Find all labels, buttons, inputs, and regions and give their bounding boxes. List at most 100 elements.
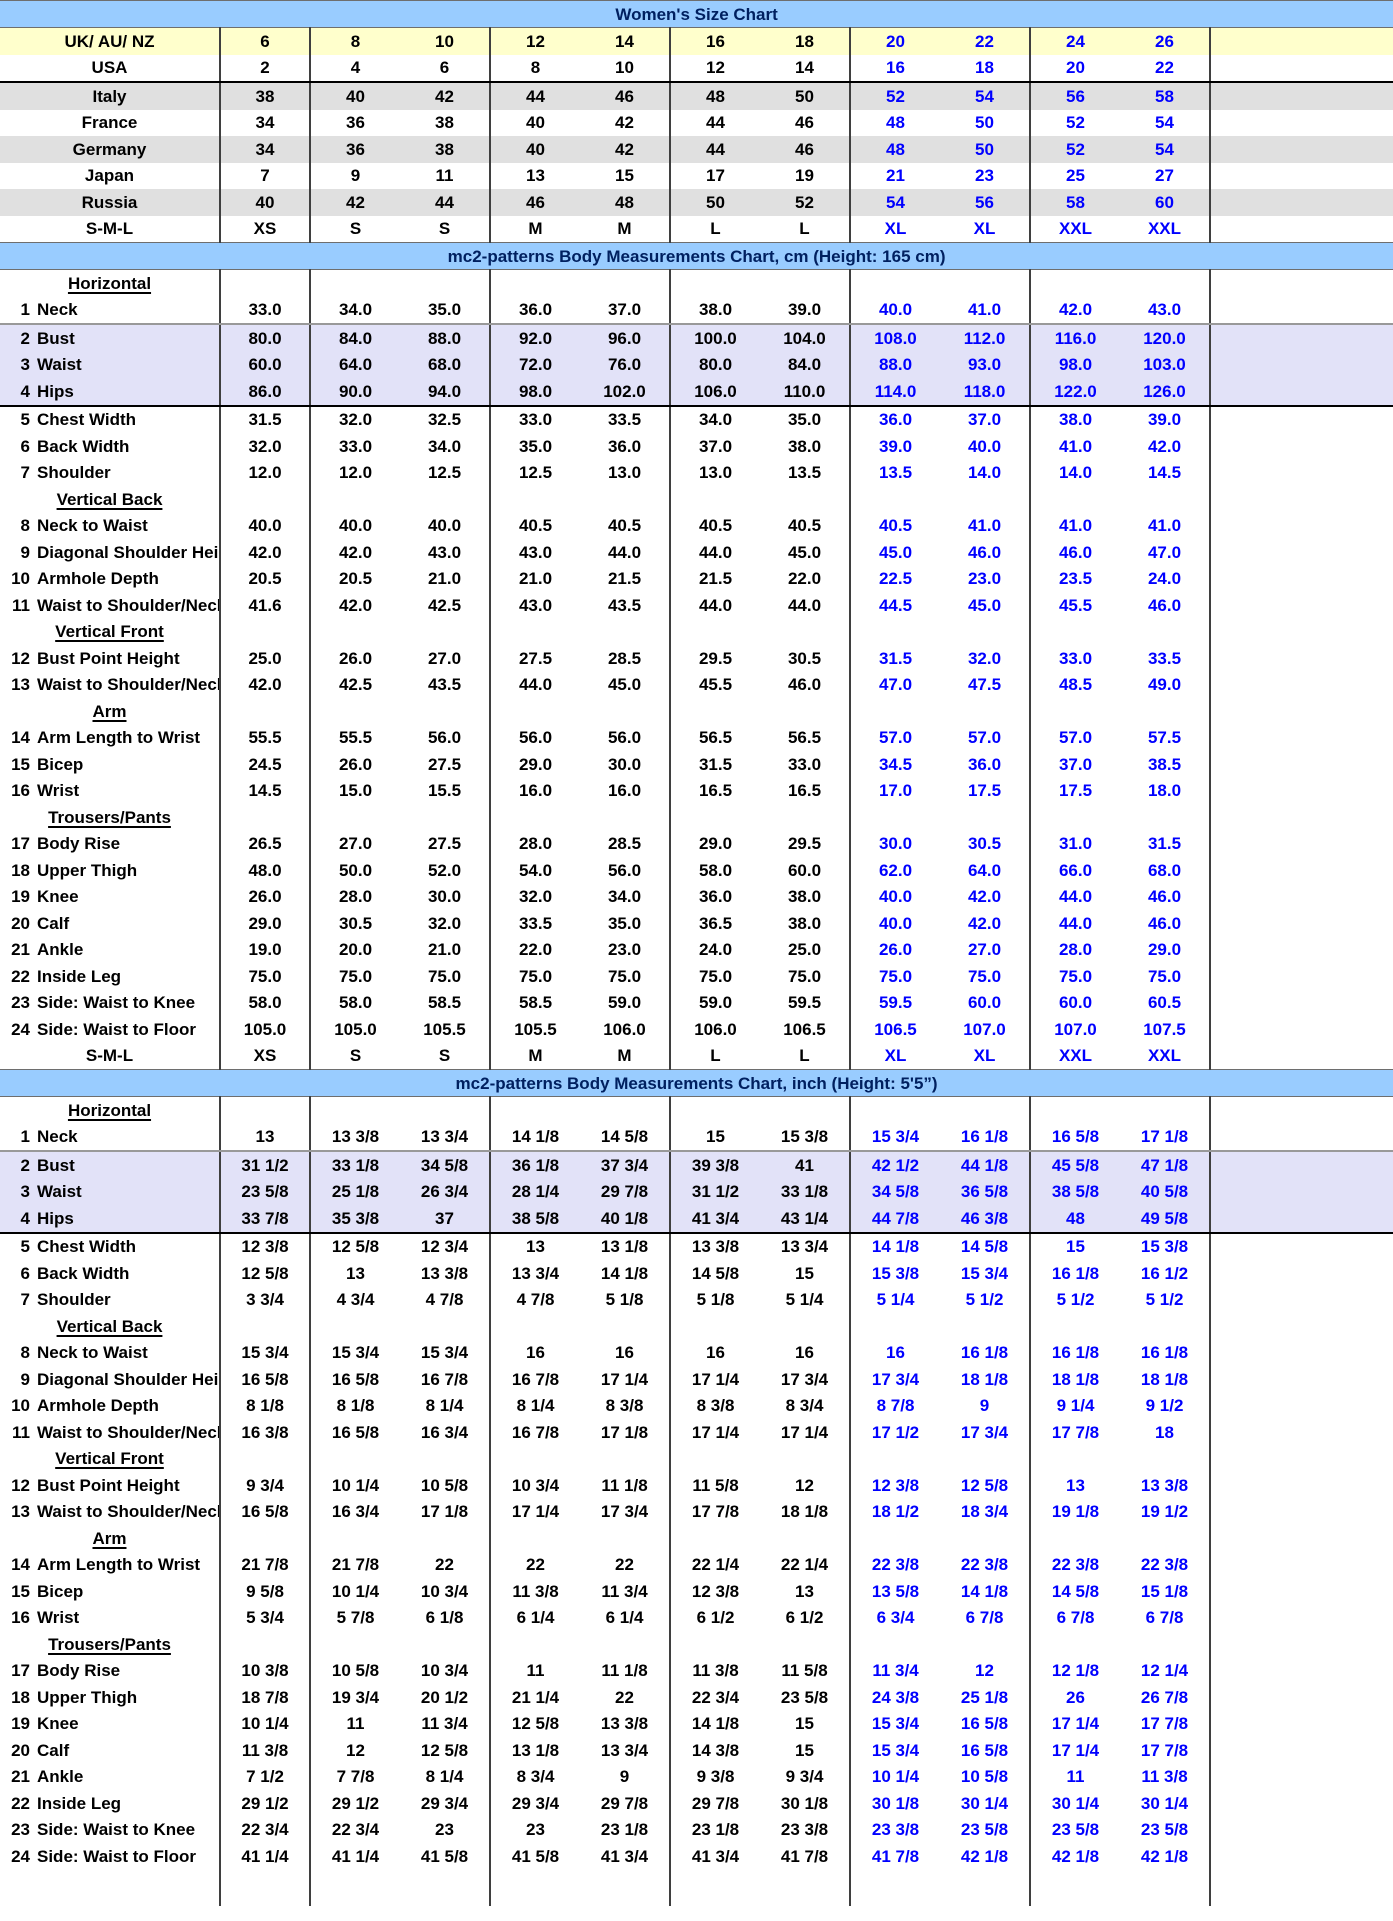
row-label-cell: 3 Waist [0,1178,221,1205]
value-cell: 88.0 [850,351,940,378]
value-cell [220,698,311,725]
value-cell [1030,1097,1120,1124]
value-cell: 13 [526,166,545,186]
table-footer-spacer-row [0,1869,1393,1906]
value-cell: 59.5 [878,993,913,1013]
spacer-cell [1210,1763,1393,1790]
value-cell: 41.0 [940,512,1031,539]
value-cell: 44.0 [518,675,553,695]
value-cell [760,1525,851,1552]
value-cell: 20.5 [338,569,373,589]
row-label: Ankle [37,1767,84,1787]
value-cell: 39.0 [1120,405,1211,433]
value-cell: 6 [220,27,311,55]
row-number: 21 [11,1767,30,1787]
value-cell: 38 5/8 [490,1205,580,1234]
value-cell: 23.5 [1058,569,1093,589]
value-cell: 12 3/8 [871,1475,920,1495]
table-row: Horizontal [0,1096,1393,1124]
table-row: 4 Hips 86.0 90.0 94.0 98.0 102.0 106.0 110.0 114.… [0,378,1393,407]
value-cell: 29.5 [698,648,733,668]
row-label-cell: 9 Diagonal Shoulder Height [0,539,221,566]
value-cell [760,1631,851,1658]
value-cell: 40.5 [518,516,553,536]
spacer-cell [1210,1366,1393,1393]
value-cell: 10 3/4 [400,1578,491,1605]
value-cell: 12 5/8 [400,1737,491,1764]
value-cell: 42 [580,109,671,136]
value-cell: 44 [400,189,491,216]
value-cell: 41 3/4 [691,1846,740,1866]
value-cell: 5 1/8 [696,1290,735,1310]
row-number: 11 [12,595,30,615]
spacer-cell [1210,269,1393,297]
value-cell [580,618,671,645]
spacer-cell [1210,989,1393,1016]
spacer-cell [1210,1657,1393,1684]
value-cell: 22 1/4 [691,1555,740,1575]
value-cell [760,1445,851,1472]
value-cell [400,1313,491,1340]
value-cell: 6 1/4 [580,1604,671,1631]
value-cell: 23.0 [940,565,1031,592]
value-cell: 107.0 [940,1016,1031,1043]
value-cell: 44.5 [878,595,913,615]
value-cell: 21 [886,166,905,186]
value-cell: 26 3/4 [400,1178,491,1205]
spacer-cell [400,1869,491,1906]
value-cell: 44 1/8 [940,1151,1031,1179]
row-label: Bicep [37,1581,84,1601]
value-cell: 57.0 [878,728,913,748]
value-cell: 5 1/4 [876,1290,915,1310]
row-label: Bust Point Height [37,648,180,668]
value-cell: 29 7/8 [691,1793,740,1813]
value-cell: 24.5 [220,751,311,778]
value-cell: 38 5/8 [1030,1178,1120,1205]
value-cell [580,269,671,297]
value-cell: 38 [400,109,491,136]
value-cell: 26.0 [878,940,913,960]
row-number: 24 [11,1019,30,1039]
row-label-cell: 7 Shoulder [0,1286,221,1313]
value-cell: 31.0 [1058,834,1093,854]
value-cell [490,1313,580,1340]
value-cell: 56.5 [698,728,733,748]
table-row: 21 Ankle 7 1/2 7 7/8 8 1/4 8 3/4 9 9 3/8 9 3/4 10… [0,1763,1393,1790]
row-label-cell: 23 Side: Waist to Knee [0,989,221,1016]
spacer-cell [1210,1313,1393,1340]
value-cell [580,1525,671,1552]
value-cell: 27.0 [400,645,491,672]
row-number: 8 [20,1343,30,1363]
row-number: 2 [20,1155,30,1175]
value-cell: 43.5 [580,592,671,619]
row-label-cell: 4 Hips [0,378,221,407]
value-cell: 34.0 [310,296,400,325]
value-cell: 25.0 [760,936,851,963]
spacer-cell [1210,698,1393,725]
value-cell: 40.0 [850,296,940,325]
value-cell: 100.0 [670,324,760,352]
spacer-cell [1210,830,1393,857]
value-cell: 34 5/8 [400,1151,491,1179]
value-cell [490,619,580,646]
cm-section-title: mc2-patterns Body Measurements Chart, cm… [0,242,1393,270]
row-label: Shoulder [37,463,111,483]
value-cell: 50 [940,109,1031,136]
value-cell [850,1631,940,1658]
value-cell: 75.0 [220,963,311,990]
value-cell: 75.0 [1058,966,1093,986]
value-cell: 31.5 [220,405,311,433]
table-row: Russia 40 42 44 46 48 50 52 54 56 58 60 [0,189,1393,216]
value-cell: 75.0 [760,963,851,990]
row-label: Neck to Waist [37,1343,148,1363]
row-label: Arm Length to Wrist [37,1555,201,1575]
row-number: 1 [20,1127,30,1147]
value-cell: 107.5 [1120,1016,1211,1043]
value-cell: 35 3/8 [310,1205,400,1234]
value-cell: 29 3/4 [400,1790,491,1817]
value-cell: 13 [346,1263,365,1283]
value-cell: 37.0 [1058,754,1093,774]
value-cell: 16 1/8 [940,1339,1031,1366]
table-row: Vertical Front [0,618,1393,646]
value-cell: 16 1/8 [1051,1343,1100,1363]
